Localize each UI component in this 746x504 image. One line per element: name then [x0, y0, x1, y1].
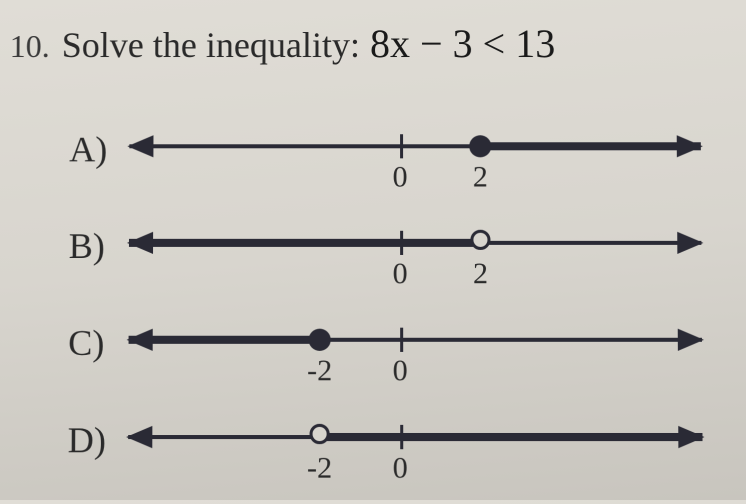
ticklabel-0: 0 — [393, 257, 408, 291]
ticklabel-n2: -2 — [307, 451, 332, 486]
ticklabel-2: 2 — [473, 257, 488, 291]
open-dot-icon — [470, 230, 490, 250]
numberline-A: 0 2 — [129, 144, 701, 194]
ticklabel-n2: -2 — [307, 354, 332, 388]
ray-D — [320, 433, 703, 441]
closed-dot-icon — [309, 329, 331, 351]
question-line: 10. Solve the inequality: 8x − 3 < 13 — [10, 20, 727, 67]
question-math: 8x − 3 < 13 — [370, 20, 555, 67]
ray-A — [480, 142, 701, 150]
option-C-label: C) — [68, 322, 104, 364]
option-D-label: D) — [68, 419, 107, 462]
options-container: A) 0 2 B) 0 2 — [67, 110, 729, 498]
ticklabel-2: 2 — [473, 160, 488, 194]
option-D: D) -2 0 — [67, 401, 729, 498]
numberline-D: -2 0 — [128, 435, 703, 486]
closed-dot-icon — [469, 135, 491, 157]
option-B: B) 0 2 — [68, 207, 727, 304]
ticklabel-0: 0 — [393, 451, 408, 486]
tick-0 — [400, 328, 403, 352]
ray-C — [129, 336, 320, 344]
tick-0 — [400, 425, 403, 449]
arrow-left-icon — [127, 135, 153, 157]
arrow-right-icon — [677, 232, 703, 254]
question-number: 10. — [10, 28, 50, 65]
option-B-label: B) — [69, 225, 105, 267]
worksheet-page: 10. Solve the inequality: 8x − 3 < 13 A)… — [0, 0, 746, 504]
tick-0 — [400, 231, 403, 255]
ticklabel-0: 0 — [393, 160, 408, 194]
numberline-C: -2 0 — [128, 338, 702, 389]
ticklabel-0: 0 — [393, 354, 408, 388]
option-A-label: A) — [69, 128, 107, 170]
ray-B — [129, 239, 481, 247]
question-prompt: Solve the inequality: — [62, 24, 360, 66]
option-C: C) -2 0 — [68, 303, 729, 400]
open-dot-icon — [310, 424, 330, 444]
tick-0 — [400, 134, 403, 158]
arrow-left-icon — [126, 426, 152, 448]
option-A: A) 0 2 — [69, 110, 727, 206]
numberline-B: 0 2 — [129, 241, 702, 291]
arrow-right-icon — [678, 329, 704, 351]
